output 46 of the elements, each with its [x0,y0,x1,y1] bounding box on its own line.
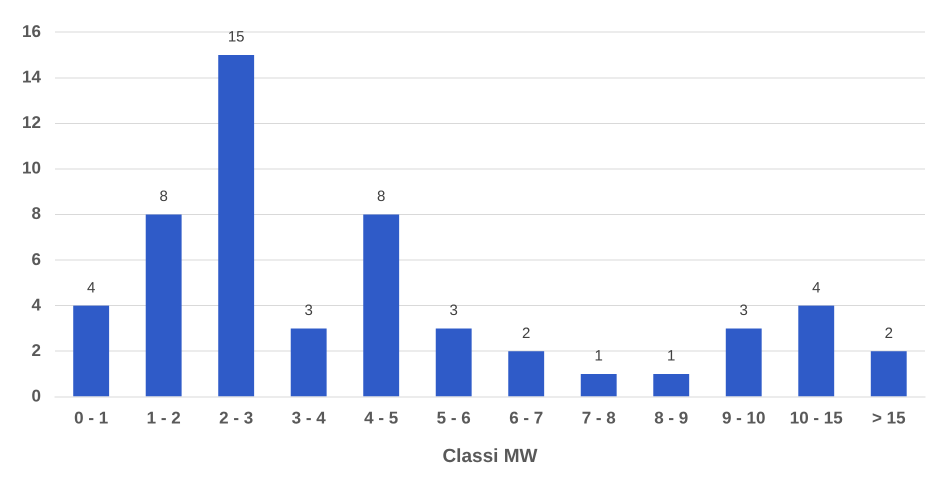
bar [218,54,254,396]
y-tick-label: 12 [22,113,41,132]
bar [653,374,690,396]
y-tick-label: 0 [31,386,41,406]
data-label: 3 [740,302,748,320]
y-tick-label: 10 [22,158,41,178]
x-tick-label: 9 - 10 [722,408,766,428]
x-tick-label: 2 - 3 [219,408,254,428]
data-label: 8 [160,188,168,206]
data-label: 2 [522,324,530,342]
y-tick-label: 8 [31,204,41,224]
bar [580,374,617,396]
y-tick-label: 16 [22,22,41,41]
x-tick-label: > 15 [872,408,906,428]
x-tick-label: 4 - 5 [364,408,398,428]
bar [508,351,544,396]
x-tick-label: 6 - 7 [509,408,544,428]
y-tick-label: 14 [22,67,42,86]
x-tick-label: 10 - 15 [790,408,843,428]
bar [726,328,762,396]
data-label: 1 [667,348,676,365]
y-tick-label: 6 [31,250,41,269]
x-tick-label: 3 - 4 [292,408,326,428]
x-tick-label: 0 - 1 [74,408,108,428]
x-tick-label: 8 - 9 [654,408,688,428]
data-label: 1 [594,348,603,365]
x-tick-label: 1 - 2 [146,408,181,428]
y-tick-label: 2 [31,340,41,360]
bar [798,306,834,396]
bar [146,214,182,396]
data-label: 8 [377,188,386,206]
data-label: 4 [812,279,820,296]
bar [363,214,400,396]
y-tick-label: 4 [31,295,42,314]
bar [290,328,327,396]
x-tick-label: 7 - 8 [582,408,616,428]
data-label: 15 [228,28,245,46]
x-axis-title: Classi MW [442,446,538,467]
data-label: 3 [304,302,313,320]
data-label: 3 [450,302,458,320]
bar [436,328,472,396]
bar [870,351,907,396]
x-tick-label: 5 - 6 [436,408,471,428]
bar [73,306,110,396]
data-label: 2 [884,324,893,342]
data-label: 4 [86,279,96,296]
